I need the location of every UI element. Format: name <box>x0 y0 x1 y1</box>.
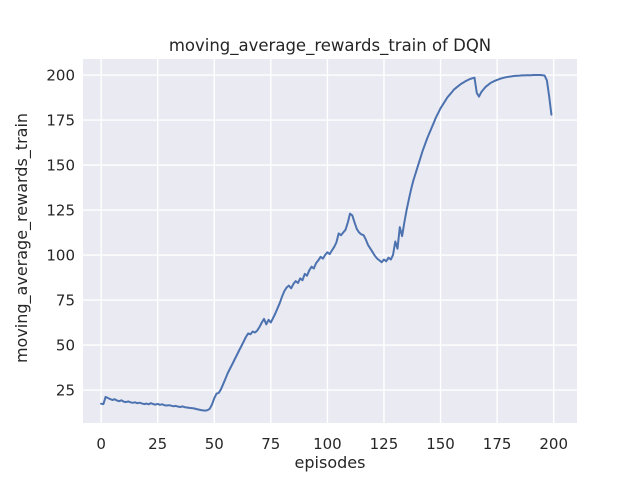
y-tick-label: 50 <box>56 336 75 354</box>
y-tick-label: 200 <box>46 66 75 84</box>
y-tick-label: 75 <box>56 291 75 309</box>
y-tick-labels: 25 50 75 100 125 150 175 200 <box>46 66 75 399</box>
x-tick-label: 50 <box>205 435 224 453</box>
y-tick-label: 100 <box>46 246 75 264</box>
y-tick-label: 125 <box>46 201 75 219</box>
y-tick-label: 150 <box>46 156 75 174</box>
gridlines <box>83 59 577 423</box>
y-tick-label: 175 <box>46 111 75 129</box>
x-tick-label: 125 <box>370 435 399 453</box>
y-tick-label: 25 <box>56 381 75 399</box>
x-tick-label: 150 <box>426 435 455 453</box>
x-tick-label: 100 <box>313 435 342 453</box>
x-tick-labels: 0 25 50 75 100 125 150 175 200 <box>96 435 568 453</box>
x-tick-label: 200 <box>539 435 568 453</box>
chart-title: moving_average_rewards_train of DQN <box>169 36 491 56</box>
x-tick-label: 75 <box>261 435 280 453</box>
y-axis-label: moving_average_rewards_train <box>12 113 32 363</box>
x-axis-label: episodes <box>295 453 366 472</box>
line-series <box>100 74 553 412</box>
x-tick-label: 0 <box>96 435 106 453</box>
x-tick-label: 25 <box>148 435 167 453</box>
x-tick-label: 175 <box>483 435 512 453</box>
